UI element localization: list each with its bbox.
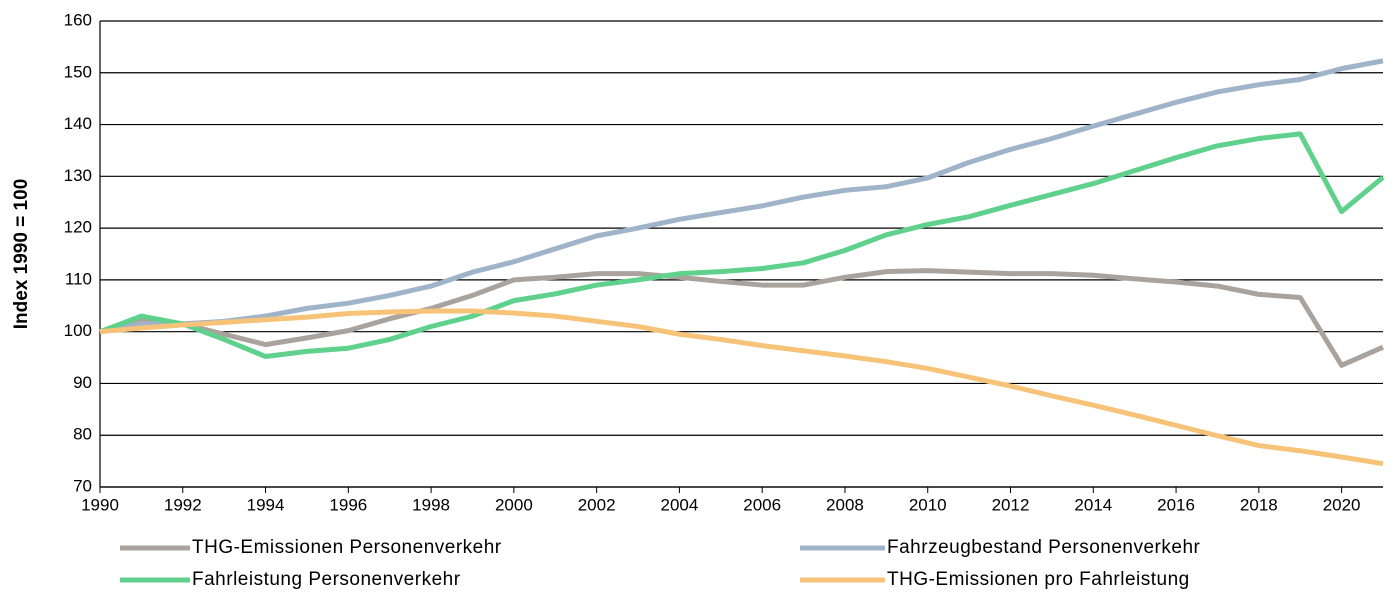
- x-tick-label: 1996: [329, 495, 367, 514]
- x-tick-label: 2010: [909, 495, 947, 514]
- y-tick-label: 130: [64, 166, 92, 185]
- legend-label: THG-Emissionen Personenverkehr: [192, 537, 502, 558]
- x-tick-label: 2002: [578, 495, 616, 514]
- x-tick-label: 2014: [1074, 495, 1112, 514]
- x-tick-label: 1992: [164, 495, 202, 514]
- x-tick-label: 1990: [81, 495, 119, 514]
- legend-label: Fahrleistung Personenverkehr: [192, 569, 461, 590]
- x-tick-label: 1994: [247, 495, 285, 514]
- series-line: [99, 268, 1385, 368]
- y-tick-label: 150: [64, 62, 92, 81]
- series-line: [99, 58, 1384, 335]
- x-tick-label: 2018: [1240, 495, 1278, 514]
- legend-label: THG-Emissionen pro Fahrleistung: [887, 569, 1190, 590]
- series-line: [99, 308, 1384, 467]
- x-tick-label: 2006: [743, 495, 781, 514]
- y-tick-label: 110: [65, 269, 92, 288]
- y-tick-label: 90: [73, 373, 92, 392]
- x-tick-label: 2012: [992, 495, 1030, 514]
- x-tick-label: 2000: [495, 495, 533, 514]
- x-tick-label: 2008: [826, 495, 864, 514]
- y-axis-label: Index 1990 = 100: [11, 179, 32, 330]
- y-tick-label: 80: [73, 425, 92, 444]
- y-tick-label: 140: [64, 114, 92, 133]
- y-tick-label: 120: [64, 218, 92, 237]
- x-tick-label: 2004: [661, 495, 699, 514]
- y-tick-label: 160: [64, 10, 92, 29]
- x-tick-label: 2016: [1157, 495, 1195, 514]
- x-tick-label: 1998: [412, 495, 450, 514]
- y-tick-label: 70: [73, 476, 92, 495]
- legend-label: Fahrzeugbestand Personenverkehr: [887, 537, 1201, 558]
- series-line: [99, 131, 1385, 360]
- x-tick-label: 2020: [1323, 495, 1361, 514]
- y-tick-label: 100: [64, 321, 92, 340]
